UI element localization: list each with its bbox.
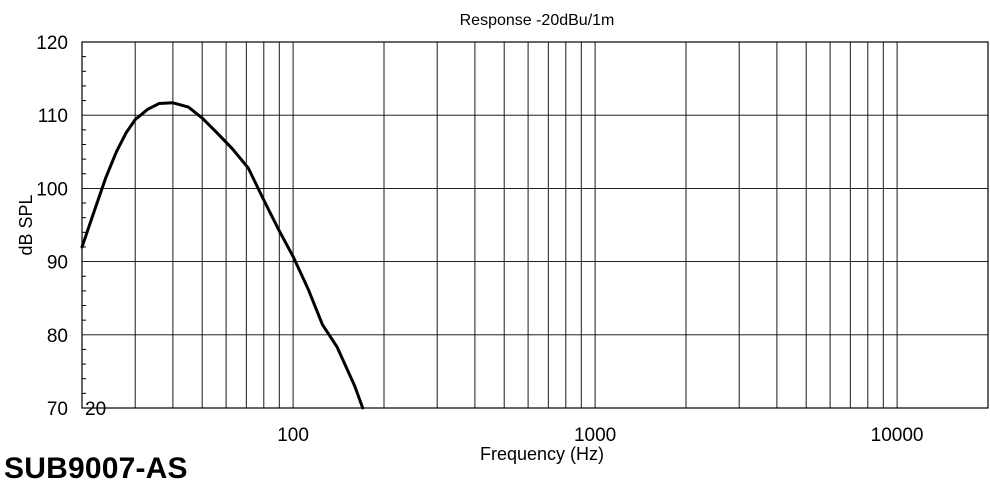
y-tick-labels: 70 80 90 100 110 120 (36, 33, 68, 420)
grid-lines (82, 42, 988, 408)
y-tick-label: 110 (38, 106, 68, 127)
y-tick-label: 70 (47, 399, 68, 420)
y-tick-label: 100 (36, 179, 68, 200)
x-axis-label: Frequency (Hz) (480, 444, 604, 464)
y-axis-label: dB SPL (16, 194, 36, 255)
y-tick-label: 90 (47, 253, 68, 274)
y-tick-label: 120 (36, 33, 68, 54)
x-tick-labels: 20 100 1000 10000 (85, 399, 924, 446)
model-name: SUB9007-AS (4, 452, 188, 485)
minor-ticks (82, 56, 86, 394)
x-tick-label: 20 (85, 399, 106, 420)
x-tick-label: 100 (277, 425, 309, 446)
x-tick-label: 1000 (574, 425, 616, 446)
plot-frame (81, 41, 989, 409)
series-group (80, 101, 365, 410)
series-line (80, 101, 365, 410)
x-tick-label: 10000 (871, 425, 924, 446)
chart-title: Response -20dBu/1m (460, 12, 615, 29)
y-tick-label: 80 (47, 326, 68, 347)
